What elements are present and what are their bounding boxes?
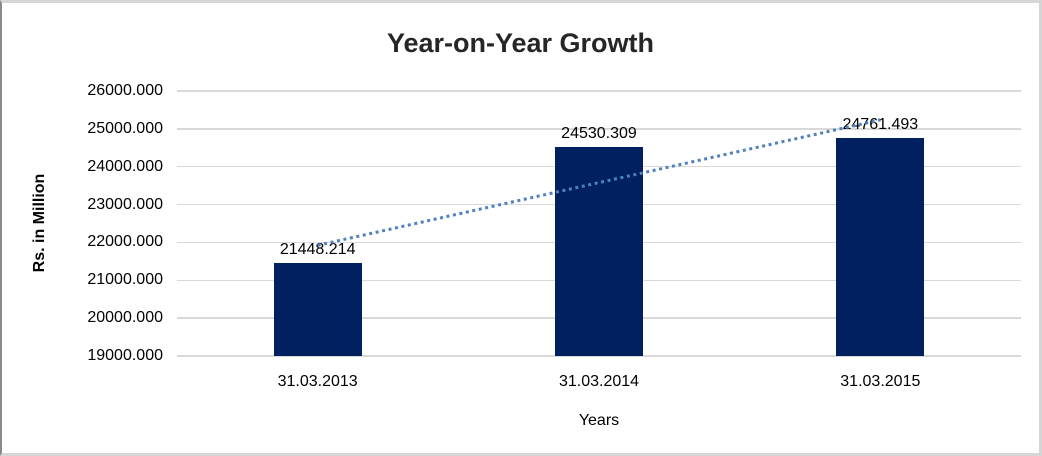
bar-31.03.2014 bbox=[555, 146, 643, 356]
y-axis-tick-label: 26000.000 bbox=[87, 82, 163, 99]
y-axis-tick-label: 24000.000 bbox=[87, 157, 163, 175]
gridline bbox=[177, 355, 1021, 357]
data-label: 24530.309 bbox=[561, 124, 637, 142]
x-axis-tick-label: 31.03.2013 bbox=[277, 373, 358, 390]
y-axis-tick-label: 19000.000 bbox=[87, 347, 163, 364]
y-axis-title: Rs. in Million bbox=[31, 173, 48, 273]
x-axis-title: Years bbox=[578, 412, 620, 429]
y-axis-tick-label: 20000.000 bbox=[87, 309, 163, 327]
data-label: 21448.214 bbox=[279, 241, 356, 259]
x-axis-tick-label: 31.03.2014 bbox=[558, 373, 640, 390]
bar-31.03.2015 bbox=[836, 137, 925, 356]
data-label: 24761.493 bbox=[842, 115, 919, 133]
y-axis-tick-label: 21000.000 bbox=[87, 271, 163, 289]
chart-title: Year-on-Year Growth bbox=[386, 28, 655, 58]
y-axis-tick-label: 23000.000 bbox=[87, 195, 163, 213]
y-axis-tick-label: 22000.000 bbox=[87, 233, 163, 251]
y-axis-tick-label: 25000.000 bbox=[87, 119, 163, 137]
bar-31.03.2013 bbox=[273, 263, 362, 356]
gridline bbox=[177, 90, 1021, 92]
x-axis-tick-label: 31.03.2015 bbox=[840, 373, 921, 390]
